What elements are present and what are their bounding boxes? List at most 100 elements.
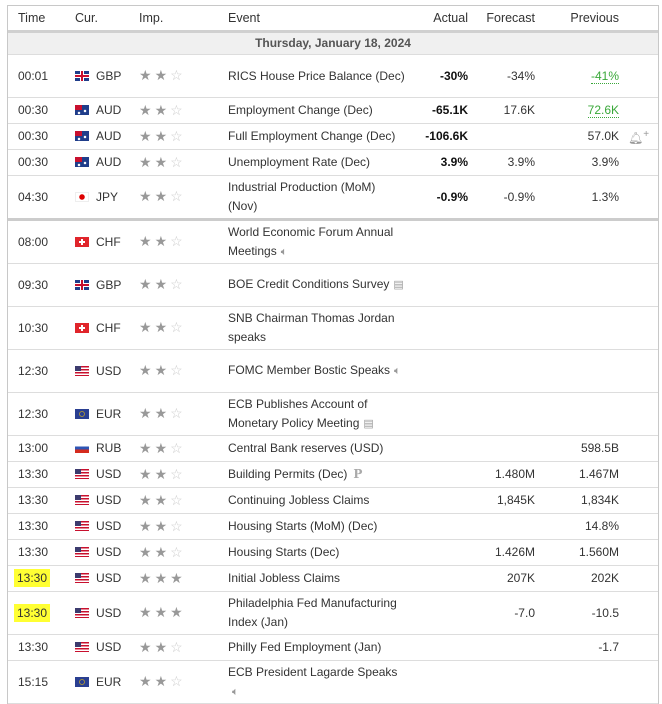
- star-filled-icon: ★: [139, 543, 152, 560]
- event-name[interactable]: Housing Starts (Dec): [228, 545, 340, 559]
- event-row[interactable]: 13:30 USD ★ ★ ☆ Housing Starts (Dec) 1.426…: [8, 539, 658, 566]
- star-filled-icon: ★: [139, 638, 152, 655]
- star-empty-icon: ☆: [170, 405, 183, 421]
- star-filled-icon: ★: [154, 543, 168, 560]
- flag-chf-icon: [75, 322, 89, 333]
- event-name[interactable]: Unemployment Rate (Dec): [228, 155, 371, 169]
- star-filled-icon: ★: [139, 67, 152, 83]
- event-name[interactable]: Building Permits (Dec): [228, 467, 348, 481]
- event-time: 00:30: [18, 129, 49, 143]
- actual-value: -0.9%: [436, 189, 468, 204]
- event-time: 13:30: [18, 467, 49, 481]
- event-row[interactable]: 04:30 JPY ★ ★ ☆ Industrial Production (MoM…: [8, 175, 658, 221]
- importance-stars: ★ ★ ★: [139, 565, 228, 592]
- event-name[interactable]: BOE Credit Conditions Survey: [228, 277, 390, 291]
- event-name[interactable]: RICS House Price Balance (Dec): [228, 68, 405, 83]
- forecast-value: -34%: [506, 68, 535, 83]
- event-name[interactable]: Philly Fed Employment (Jan): [228, 640, 382, 654]
- event-row[interactable]: 13:30 USD ★ ★ ★ Initial Jobless Claims 207…: [8, 565, 658, 592]
- document-icon[interactable]: ▤: [363, 417, 374, 430]
- event-name[interactable]: SNB Chairman Thomas Jordan speaks: [228, 311, 395, 344]
- previous-value: 1,834K: [580, 493, 619, 507]
- event-time: 00:30: [18, 103, 49, 117]
- currency: EUR: [96, 406, 122, 421]
- event-time: 13:30: [14, 603, 51, 622]
- flag-aud-icon: [75, 105, 89, 115]
- event-row[interactable]: 13:30 USD ★ ★ ☆ Philly Fed Employment (Jan…: [8, 634, 658, 661]
- event-row[interactable]: 13:30 USD ★ ★ ☆ Housing Starts (MoM) (Dec)…: [8, 513, 658, 540]
- header-previous[interactable]: Previous: [535, 6, 619, 33]
- event-time: 15:15: [18, 674, 49, 689]
- importance-stars: ★ ★ ☆: [139, 660, 228, 704]
- event-row[interactable]: 09:30 GBP ★ ★ ☆ BOE Credit Conditions Surv…: [8, 263, 658, 307]
- actual-value: -65.1K: [431, 103, 468, 117]
- event-row[interactable]: 00:01 GBP ★ ★ ☆ RICS House Price Balance (…: [8, 54, 658, 98]
- importance-stars: ★ ★ ☆: [139, 513, 228, 540]
- event-name[interactable]: FOMC Member Bostic Speaks: [228, 363, 391, 377]
- event-row[interactable]: 13:30 USD ★ ★ ☆ Continuing Jobless Claims …: [8, 487, 658, 514]
- event-time: 13:30: [14, 569, 51, 587]
- event-row[interactable]: 12:30 USD ★ ★ ☆ FOMC Member Bostic Speaks 🔈…: [8, 349, 658, 393]
- event-row[interactable]: 00:30 AUD ★ ★ ☆ Unemployment Rate (Dec) 3.…: [8, 149, 658, 176]
- speaker-icon[interactable]: 🔈︎: [280, 245, 288, 258]
- importance-stars: ★ ★ ☆: [139, 97, 228, 124]
- event-row[interactable]: 10:30 CHF ★ ★ ☆ SNB Chairman Thomas Jordan…: [8, 306, 658, 350]
- currency: EUR: [96, 674, 122, 689]
- header-time[interactable]: Time: [8, 6, 75, 33]
- flag-rub-icon: [75, 443, 89, 453]
- speaker-icon[interactable]: 🔈︎: [394, 365, 401, 377]
- event-row[interactable]: 08:00 CHF ★ ★ ☆ World Economic Forum Annua…: [8, 219, 658, 264]
- document-icon[interactable]: ▤: [393, 279, 404, 291]
- event-row[interactable]: 00:30 AUD ★ ★ ☆ Full Employment Change (De…: [8, 123, 658, 150]
- flag-usd-icon: [75, 365, 89, 376]
- event-row[interactable]: 13:00 RUB ★ ★ ☆ Central Bank reserves (USD…: [8, 435, 658, 462]
- star-filled-icon: ★: [154, 517, 168, 534]
- header-event[interactable]: Event: [228, 6, 408, 33]
- previous-value: 1.467M: [578, 467, 619, 481]
- star-filled-icon: ★: [154, 439, 168, 456]
- star-empty-icon: ☆: [170, 465, 183, 482]
- event-name[interactable]: Continuing Jobless Claims: [228, 493, 370, 507]
- importance-stars: ★ ★ ☆: [139, 461, 228, 488]
- star-filled-icon: ★: [154, 362, 168, 378]
- star-filled-icon: ★: [170, 569, 183, 586]
- event-name[interactable]: World Economic Forum Annual Meetings: [228, 224, 394, 258]
- event-name[interactable]: Initial Jobless Claims: [228, 571, 341, 585]
- star-filled-icon: ★: [154, 405, 168, 421]
- event-name[interactable]: ECB Publishes Account of Monetary Policy…: [228, 396, 368, 430]
- flag-usd-icon: [75, 521, 89, 531]
- event-name[interactable]: Housing Starts (MoM) (Dec): [228, 519, 378, 533]
- event-row[interactable]: 12:30 EUR ★ ★ ☆ ECB Publishes Account of M…: [8, 392, 658, 436]
- forecast-value: 1.480M: [494, 467, 535, 481]
- header-importance[interactable]: Imp.: [139, 6, 228, 33]
- star-filled-icon: ★: [139, 604, 152, 620]
- header-currency[interactable]: Cur.: [75, 6, 139, 33]
- flag-jpy-icon: [75, 191, 89, 202]
- forecast-value: 207K: [506, 571, 535, 585]
- star-filled-icon: ★: [154, 188, 168, 204]
- event-row[interactable]: 13:30 USD ★ ★ ★ Philadelphia Fed Manufactu…: [8, 591, 658, 635]
- star-empty-icon: ☆: [170, 153, 183, 170]
- previous-value[interactable]: -41%: [590, 68, 619, 84]
- star-filled-icon: ★: [139, 101, 152, 118]
- currency: JPY: [96, 189, 119, 204]
- previous-value[interactable]: 72.6K: [587, 103, 619, 118]
- star-filled-icon: ★: [154, 569, 168, 586]
- event-row[interactable]: 00:30 AUD ★ ★ ☆ Employment Change (Dec) -6…: [8, 97, 658, 124]
- event-time: 13:30: [18, 519, 49, 533]
- event-name[interactable]: Full Employment Change (Dec): [228, 129, 396, 143]
- event-row[interactable]: 15:15 EUR ★ ★ ☆ ECB President Lagarde Spea…: [8, 660, 658, 704]
- event-name[interactable]: ECB President Lagarde Speaks: [228, 664, 398, 679]
- event-row[interactable]: 13:30 USD ★ ★ ☆ Building Permits (Dec) P 1.…: [8, 461, 658, 488]
- event-name[interactable]: Industrial Production (MoM) (Nov): [228, 180, 376, 213]
- add-alert-bell-icon[interactable]: 🔔︎+: [627, 129, 650, 145]
- event-name[interactable]: Philadelphia Fed Manufacturing Index (Ja…: [228, 596, 397, 629]
- previous-value: 14.8%: [584, 519, 619, 533]
- header-actual[interactable]: Actual: [408, 6, 468, 33]
- header-forecast[interactable]: Forecast: [468, 6, 535, 33]
- event-name[interactable]: Employment Change (Dec): [228, 103, 373, 117]
- event-name[interactable]: Central Bank reserves (USD): [228, 441, 384, 455]
- previous-value: 57.0K: [587, 129, 619, 143]
- star-filled-icon: ★: [139, 517, 152, 534]
- header-alert: [619, 6, 658, 33]
